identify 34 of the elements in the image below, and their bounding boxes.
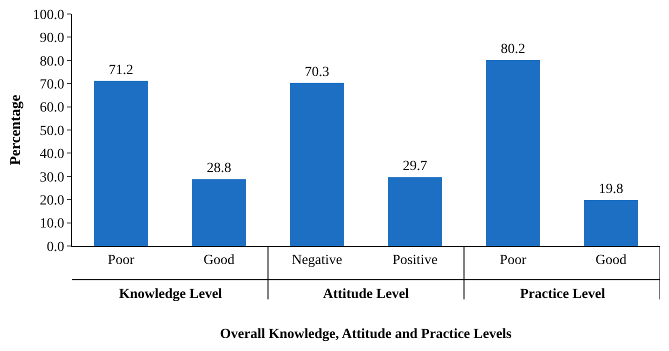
x-tick-label: Poor: [108, 252, 135, 268]
y-tick-label: 0.0: [46, 240, 64, 255]
data-label: 19.8: [598, 182, 624, 198]
bar: [486, 60, 540, 246]
x-tick-label: Poor: [500, 252, 527, 268]
data-label: 80.2: [500, 42, 526, 57]
y-tick-label: 100.0: [32, 8, 64, 23]
y-tick-label: 70.0: [40, 78, 64, 92]
data-label: 71.2: [108, 62, 134, 78]
y-tick-label: 40.0: [40, 147, 64, 162]
bar: [94, 80, 148, 246]
y-tick-label: 10.0: [40, 216, 64, 232]
bar: [388, 177, 442, 246]
y-tick-label: 80.0: [40, 54, 64, 70]
data-label: 70.3: [304, 64, 330, 80]
text: Knowledge Level: [119, 287, 222, 302]
data-label: 29.7: [402, 159, 428, 174]
y-tick-label: 20.0: [40, 194, 64, 208]
text: Practice Level: [520, 287, 606, 302]
x-tick-label: Positive: [392, 252, 438, 268]
data-label: 28.8: [206, 161, 232, 176]
bar: [192, 179, 246, 246]
x-tick-label: Good: [203, 252, 235, 268]
y-tick-label: 30.0: [40, 170, 64, 186]
text: Attitude Level: [323, 287, 410, 302]
x-tick-label: Negative: [292, 252, 342, 268]
y-tick-label: 90.0: [40, 31, 64, 46]
y-tick-label: 60.0: [40, 100, 64, 116]
y-tick-label: 50.0: [40, 124, 64, 139]
x-axis-title: Overall Knowledge, Attitude and Practice Levels: [220, 327, 512, 342]
x-tick-label: Good: [595, 252, 627, 268]
bar: [290, 82, 344, 246]
bar: [584, 200, 638, 246]
y-axis-title: Percentage: [8, 94, 24, 166]
